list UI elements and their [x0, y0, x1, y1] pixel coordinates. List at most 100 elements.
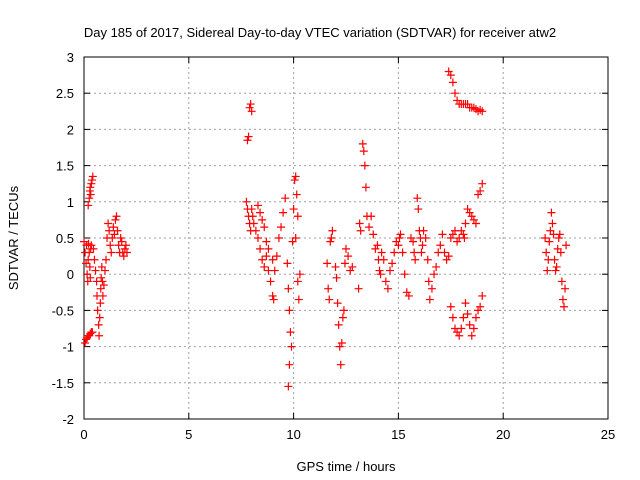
data-point [358, 139, 367, 148]
data-point [87, 179, 96, 188]
y-tick-label: 1 [67, 195, 74, 210]
data-point [98, 291, 107, 300]
y-tick-label: -1.5 [52, 376, 74, 391]
data-point [88, 328, 97, 337]
data-point [348, 262, 357, 271]
data-point [359, 147, 368, 156]
data-point [338, 313, 347, 322]
data-point [474, 190, 483, 199]
data-point [360, 161, 369, 170]
data-point [471, 105, 480, 114]
data-point [85, 262, 94, 271]
data-point [446, 302, 455, 311]
data-point [438, 230, 447, 239]
data-point [100, 266, 109, 275]
data-point [550, 255, 559, 264]
data-point [548, 219, 557, 228]
data-point [376, 270, 385, 279]
data-point [436, 241, 445, 250]
data-point [396, 230, 405, 239]
data-point [86, 183, 95, 192]
data-point [99, 281, 108, 290]
y-tick-label: 2.5 [56, 86, 74, 101]
data-point [555, 230, 564, 239]
data-point [478, 107, 487, 116]
data-point [371, 244, 380, 253]
data-point [554, 234, 563, 242]
data-point [106, 241, 115, 250]
data-point [331, 262, 340, 271]
data-point [448, 78, 457, 87]
axis-ticks: 0 5 10 15 20 25 -2 -1.5 -1 -0.5 0 0.5 1 1.5 2 2.5 3 [52, 50, 616, 442]
data-point [105, 226, 114, 235]
data-point [402, 288, 411, 297]
data-point [459, 230, 468, 239]
data-point [242, 197, 251, 206]
y-tick-label: 0.5 [56, 231, 74, 246]
data-point [102, 255, 111, 264]
data-point [247, 107, 256, 116]
data-point [116, 234, 125, 242]
data-point [286, 328, 295, 337]
data-point [285, 360, 294, 369]
data-point [448, 230, 457, 239]
data-point [243, 136, 252, 145]
data-point [246, 100, 255, 109]
y-tick-label: -2 [62, 412, 74, 427]
data-point [295, 270, 304, 279]
x-tick-label: 25 [601, 427, 615, 442]
data-point [450, 89, 459, 98]
data-point [293, 277, 302, 286]
data-point [424, 277, 433, 286]
data-point [465, 208, 474, 217]
data-point [561, 284, 570, 293]
data-point [442, 255, 451, 264]
data-point [121, 241, 130, 250]
data-point [410, 248, 419, 257]
data-point [386, 266, 395, 275]
data-point [113, 226, 122, 235]
data-point [262, 252, 271, 261]
data-point [291, 234, 300, 242]
data-point [274, 234, 283, 242]
data-point [383, 284, 392, 293]
data-point [270, 266, 279, 275]
data-point [284, 382, 293, 391]
data-point [375, 266, 384, 275]
data-point [406, 234, 415, 242]
data-point [476, 105, 485, 114]
data-point [421, 234, 430, 242]
data-point [96, 299, 105, 308]
data-point [346, 266, 355, 275]
data-points [80, 67, 571, 391]
data-point [294, 295, 303, 304]
data-point [260, 223, 269, 232]
data-point [379, 255, 388, 264]
data-point [361, 183, 370, 192]
data-point [478, 179, 487, 188]
data-point [440, 248, 449, 257]
data-point [88, 172, 97, 181]
data-point [342, 244, 350, 253]
data-point [467, 212, 476, 221]
y-axis-label: SDTVAR / TECUs [6, 185, 21, 290]
x-tick-label: 15 [391, 427, 405, 442]
data-point [287, 342, 296, 351]
data-point [459, 313, 468, 322]
y-tick-label: 0 [67, 267, 74, 282]
data-point [545, 237, 554, 246]
data-point [552, 262, 561, 271]
data-point [340, 259, 349, 268]
data-point [413, 194, 422, 203]
data-point [457, 324, 466, 333]
data-point [463, 100, 472, 109]
data-point [292, 190, 301, 199]
data-point [256, 244, 265, 253]
data-point [418, 241, 427, 250]
data-point [423, 255, 432, 264]
data-point [381, 277, 390, 286]
data-point [87, 176, 96, 185]
data-point [432, 262, 441, 271]
data-point [551, 266, 560, 275]
data-point [457, 226, 466, 235]
